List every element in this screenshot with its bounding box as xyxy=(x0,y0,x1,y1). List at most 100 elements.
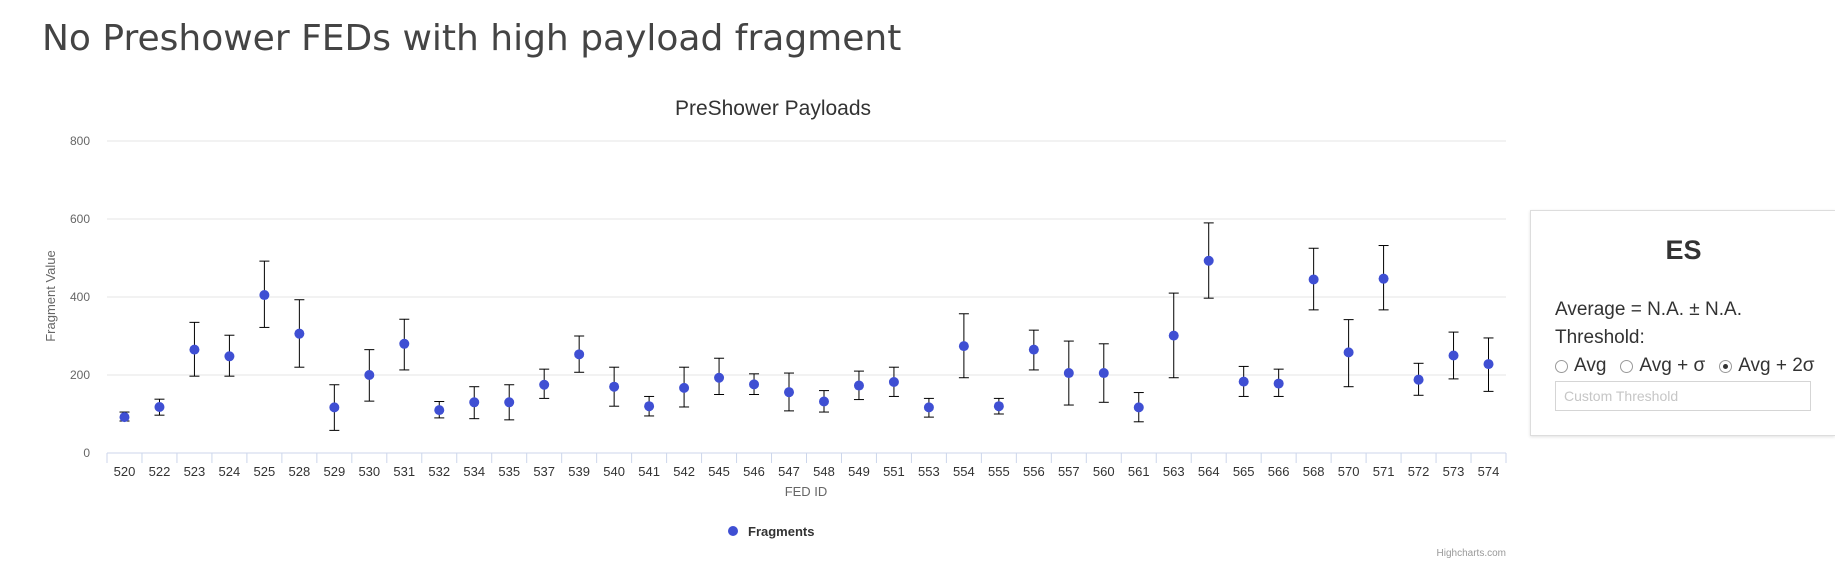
data-point[interactable] xyxy=(1378,273,1389,284)
x-tick-label: 528 xyxy=(289,464,311,479)
x-tick-label: 520 xyxy=(114,464,136,479)
x-tick-label: 546 xyxy=(743,464,765,479)
data-point[interactable] xyxy=(853,380,864,391)
radio-avg[interactable]: Avg xyxy=(1555,355,1606,377)
x-tick-label: 534 xyxy=(463,464,485,479)
data-point[interactable] xyxy=(574,349,585,360)
x-tick-label: 571 xyxy=(1373,464,1395,479)
x-tick-label: 549 xyxy=(848,464,870,479)
data-point[interactable] xyxy=(259,290,270,301)
data-point[interactable] xyxy=(818,396,829,407)
data-point[interactable] xyxy=(189,344,200,355)
payload-chart: PreShower Payloads 0 200 400 600 800 520 522 52… xyxy=(43,97,1507,559)
radio-avg-circle[interactable] xyxy=(1555,359,1568,373)
data-point[interactable] xyxy=(294,328,305,339)
x-tick-label: 565 xyxy=(1233,464,1255,479)
data-point[interactable] xyxy=(1448,350,1459,361)
data-point[interactable] xyxy=(714,372,725,383)
credits-link[interactable]: Highcharts.com xyxy=(1437,548,1506,559)
panel-title: ES xyxy=(1665,235,1702,265)
data-point[interactable] xyxy=(119,412,130,423)
y-tick-label: 400 xyxy=(70,290,90,304)
x-tick-label: 525 xyxy=(254,464,276,479)
radio-avg-sigma[interactable]: Avg + σ xyxy=(1620,355,1705,377)
axis-ticks: 0 200 400 600 800 520 522 523 524 525 528 529 530 531… xyxy=(70,134,1499,479)
error-bars xyxy=(119,222,1494,431)
x-tick-label: 553 xyxy=(918,464,940,479)
data-point[interactable] xyxy=(1483,359,1494,370)
legend[interactable]: Fragments xyxy=(728,524,814,539)
y-tick-label: 600 xyxy=(70,212,90,226)
data-point[interactable] xyxy=(923,402,934,413)
radio-avg-label: Avg xyxy=(1574,355,1607,376)
x-tick-label: 547 xyxy=(778,464,800,479)
y-axis-title: Fragment Value xyxy=(43,250,58,342)
radio-avg-2sigma-circle[interactable] xyxy=(1719,359,1733,373)
page-title: No Preshower FEDs with high payload frag… xyxy=(42,18,902,59)
x-tick-label: 529 xyxy=(323,464,345,479)
x-tick-label: 539 xyxy=(568,464,590,479)
x-tick-label: 573 xyxy=(1443,464,1465,479)
data-point[interactable] xyxy=(434,405,445,416)
data-point[interactable] xyxy=(504,397,515,408)
data-point[interactable] xyxy=(1238,376,1249,387)
x-tick-label: 540 xyxy=(603,464,625,479)
radio-avg-2sigma-label: Avg + 2σ xyxy=(1738,355,1815,376)
x-tick-label: 561 xyxy=(1128,464,1150,479)
data-points xyxy=(119,255,1494,423)
chart-title: PreShower Payloads xyxy=(675,97,871,120)
threshold-options: Avg Avg + σ Avg + 2σ xyxy=(1555,355,1829,377)
threshold-label: Threshold: xyxy=(1555,327,1645,348)
data-point[interactable] xyxy=(539,379,550,390)
data-point[interactable] xyxy=(644,401,655,412)
x-tick-label: 530 xyxy=(358,464,380,479)
x-tick-label: 570 xyxy=(1338,464,1360,479)
threshold-panel: ES Average = N.A. ± N.A. Threshold: Avg … xyxy=(1530,210,1835,436)
custom-threshold-input[interactable] xyxy=(1555,381,1811,411)
x-tick-label: 555 xyxy=(988,464,1010,479)
data-point[interactable] xyxy=(749,379,760,390)
x-tick-label: 560 xyxy=(1093,464,1115,479)
x-tick-label: 522 xyxy=(149,464,171,479)
data-point[interactable] xyxy=(399,338,410,349)
data-point[interactable] xyxy=(329,402,340,413)
data-point[interactable] xyxy=(888,377,899,388)
legend-label[interactable]: Fragments xyxy=(748,524,814,539)
data-point[interactable] xyxy=(1203,255,1214,266)
data-point[interactable] xyxy=(1413,374,1424,385)
data-point[interactable] xyxy=(1028,344,1039,355)
x-tick-label: 537 xyxy=(533,464,555,479)
x-tick-label: 548 xyxy=(813,464,835,479)
data-point[interactable] xyxy=(1168,330,1179,341)
data-point[interactable] xyxy=(364,370,375,380)
grid-lines xyxy=(106,140,1507,463)
data-point[interactable] xyxy=(1343,347,1354,358)
x-tick-label: 531 xyxy=(393,464,415,479)
data-point[interactable] xyxy=(1063,368,1074,379)
x-tick-label: 535 xyxy=(498,464,520,479)
data-point[interactable] xyxy=(679,382,690,393)
data-point[interactable] xyxy=(1098,368,1109,379)
data-point[interactable] xyxy=(958,341,969,352)
legend-marker xyxy=(728,526,738,536)
x-tick-label: 545 xyxy=(708,464,730,479)
data-point[interactable] xyxy=(1308,274,1319,285)
radio-avg-sigma-circle[interactable] xyxy=(1620,359,1634,373)
data-point[interactable] xyxy=(469,397,480,408)
x-tick-label: 524 xyxy=(219,464,241,479)
x-tick-label: 532 xyxy=(428,464,450,479)
y-tick-label: 0 xyxy=(83,446,90,460)
radio-avg-2sigma[interactable]: Avg + 2σ xyxy=(1719,355,1815,377)
y-tick-label: 200 xyxy=(70,368,90,382)
data-point[interactable] xyxy=(154,401,165,412)
y-tick-label: 800 xyxy=(70,134,90,148)
data-point[interactable] xyxy=(224,351,235,362)
data-point[interactable] xyxy=(1133,402,1144,413)
data-point[interactable] xyxy=(1273,378,1284,389)
average-text: Average = N.A. ± N.A. xyxy=(1555,299,1742,320)
data-point[interactable] xyxy=(609,381,620,392)
data-point[interactable] xyxy=(784,387,795,398)
data-point[interactable] xyxy=(993,401,1004,412)
x-tick-label: 563 xyxy=(1163,464,1185,479)
x-tick-label: 572 xyxy=(1408,464,1430,479)
